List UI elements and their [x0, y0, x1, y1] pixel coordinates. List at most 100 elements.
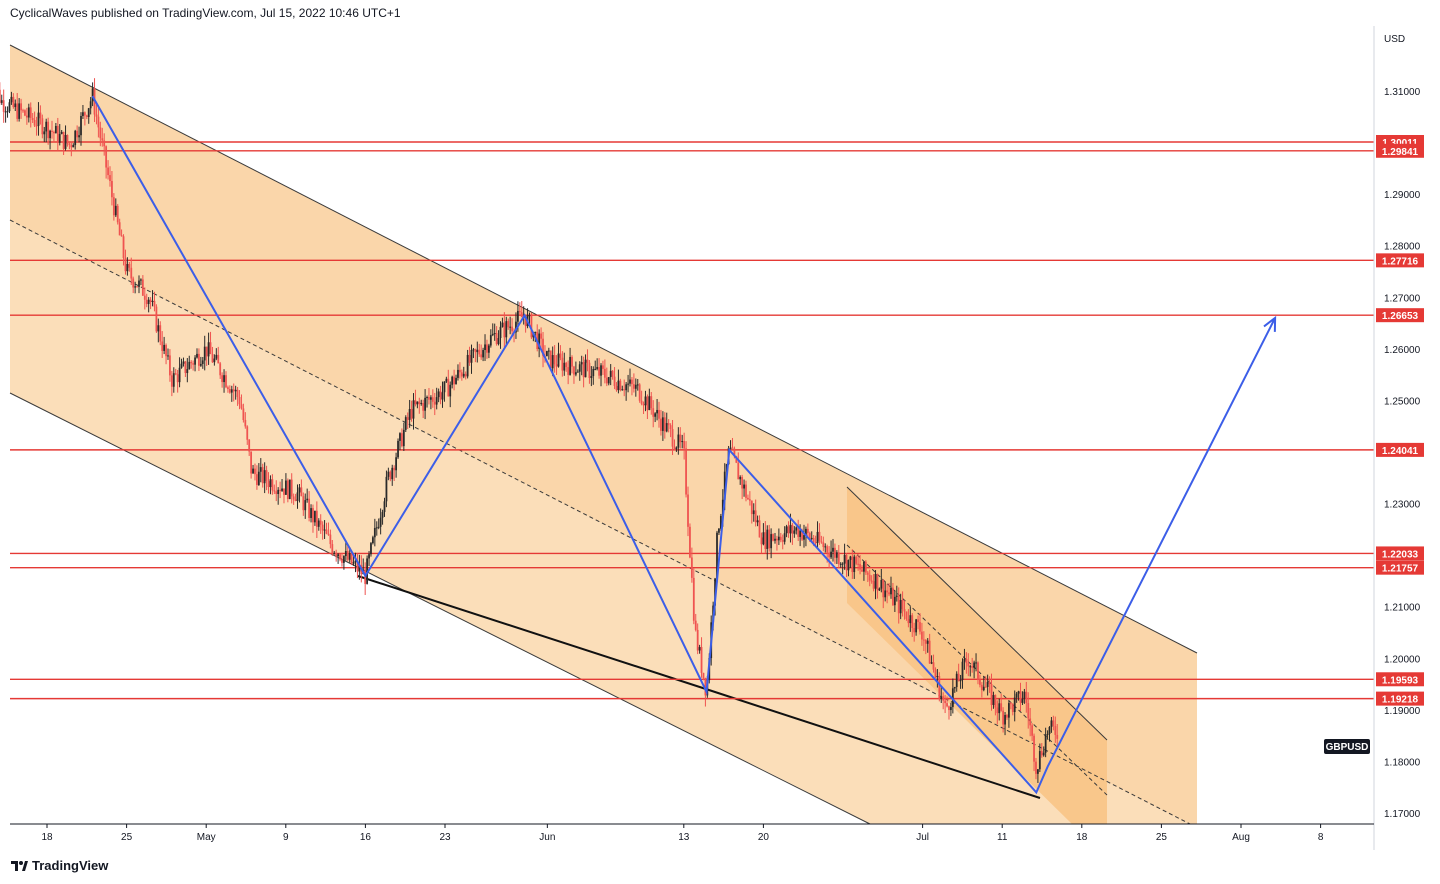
candle-body — [468, 354, 471, 363]
candle-body — [95, 114, 98, 117]
candle-body — [149, 299, 152, 302]
candle-body — [631, 379, 633, 385]
candle-body — [43, 131, 46, 135]
candle-body — [748, 499, 751, 501]
candle-body — [453, 376, 455, 385]
level-label: 1.26653 — [1382, 311, 1419, 322]
candle-body — [965, 658, 968, 664]
candle-body — [951, 688, 954, 707]
candle-body — [277, 489, 280, 495]
candle-body — [196, 353, 198, 358]
candle-body — [74, 130, 77, 146]
candle-body — [592, 368, 595, 377]
candle-body — [1015, 693, 1018, 698]
y-tick-label: 1.19000 — [1384, 706, 1421, 717]
candle-body — [213, 358, 216, 363]
x-tick-label: 13 — [678, 832, 690, 843]
candle-body — [667, 423, 670, 426]
candle-body — [785, 526, 788, 534]
candle-body — [1017, 691, 1020, 694]
candle-body — [870, 580, 873, 582]
candle-body — [207, 342, 210, 357]
y-axis-unit: USD — [1384, 34, 1405, 45]
candle-body — [542, 338, 544, 356]
tradingview-footer[interactable]: TradingView — [10, 858, 108, 873]
y-tick-label: 1.17000 — [1384, 809, 1421, 820]
candle-body — [228, 389, 231, 393]
channel-midline — [9, 219, 1191, 825]
candle-body — [636, 384, 639, 386]
candle-body — [130, 267, 133, 279]
candle-body — [132, 278, 135, 288]
candle-body — [632, 384, 635, 389]
candle-body — [1008, 703, 1010, 718]
candle-body — [642, 403, 645, 406]
candle-body — [690, 557, 693, 578]
candle-body — [913, 628, 916, 633]
candle-body — [420, 403, 423, 405]
candle-body — [385, 476, 388, 502]
candle-body — [190, 361, 193, 364]
candle-body — [256, 474, 258, 485]
candle-body — [147, 299, 150, 305]
candle-body — [1011, 704, 1014, 713]
candle-body — [702, 672, 705, 679]
candle-body — [979, 679, 981, 685]
candle-body — [638, 384, 641, 401]
candle-body — [151, 300, 154, 302]
candle-body — [221, 375, 224, 383]
candle-body — [886, 590, 889, 593]
candle-body — [986, 682, 989, 687]
candle-body — [172, 373, 175, 387]
candle-body — [853, 556, 856, 573]
candle-body — [841, 563, 844, 565]
candle-body — [116, 205, 119, 223]
channel-upper-line — [9, 44, 1198, 654]
x-tick-label: 8 — [1318, 832, 1324, 843]
symbol-tag: GBPUSD — [1324, 739, 1370, 754]
candle-body — [155, 306, 158, 332]
candle-body — [273, 490, 276, 492]
x-tick-label: 25 — [121, 832, 133, 843]
candle-body — [124, 258, 127, 272]
candle-body — [76, 130, 79, 138]
candle-body — [317, 520, 320, 527]
candle-body — [78, 135, 80, 138]
candle-body — [948, 706, 950, 711]
candle-body — [70, 145, 73, 148]
candle-body — [315, 510, 318, 527]
candle-body — [689, 526, 691, 558]
candle-body — [188, 361, 191, 370]
candle-body — [547, 350, 550, 352]
candle-body — [14, 103, 17, 108]
candle-body — [766, 529, 769, 549]
candle-body — [851, 556, 854, 573]
candle-body — [598, 367, 600, 376]
candle-body — [0, 100, 3, 103]
candle-body — [507, 321, 510, 328]
candle-body — [1044, 734, 1047, 753]
wave-arrowhead — [1263, 315, 1277, 332]
candle-body — [462, 373, 465, 377]
candle-body — [615, 385, 618, 391]
candle-body — [787, 526, 790, 534]
candle-body — [864, 561, 867, 573]
candle-body — [416, 401, 419, 405]
candle-body — [296, 492, 299, 501]
candle-body — [85, 115, 88, 118]
candle-body — [640, 400, 643, 404]
candle-body — [524, 316, 527, 327]
candle-body — [516, 310, 519, 322]
x-tick-label: 16 — [360, 832, 372, 843]
candle-body — [776, 538, 778, 541]
candle-body — [348, 553, 351, 560]
x-tick-label: Aug — [1232, 832, 1250, 843]
candle-body — [1052, 720, 1055, 726]
candle-body — [905, 611, 908, 619]
candle-body — [818, 531, 821, 542]
candle-body — [619, 380, 622, 391]
candle-body — [623, 389, 626, 391]
candle-body — [963, 658, 966, 662]
candle-body — [909, 615, 912, 624]
